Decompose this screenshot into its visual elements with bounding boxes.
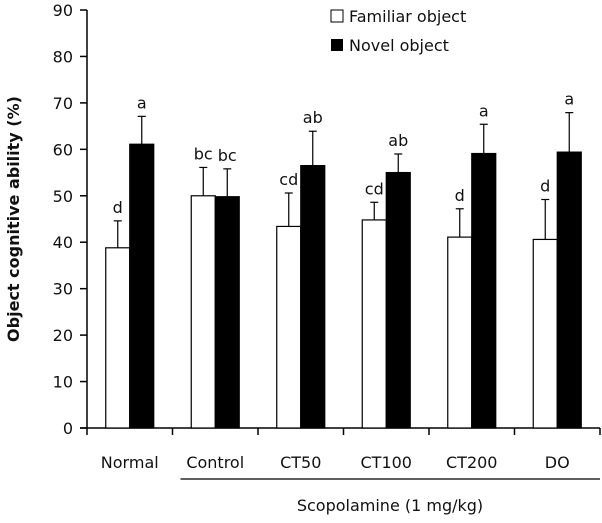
significance-label: ab [388, 131, 408, 150]
bar-familiar [361, 219, 387, 429]
significance-label: a [479, 101, 489, 120]
bar-familiar [276, 225, 302, 429]
y-tick-label: 10 [53, 373, 73, 392]
significance-label: bc [194, 144, 213, 163]
significance-label: a [137, 93, 147, 112]
y-tick-label: 70 [53, 94, 73, 113]
y-tick-label: 50 [53, 187, 73, 206]
y-axis-label: Object cognitive ability (%) [4, 96, 23, 342]
bar-novel [471, 152, 497, 429]
significance-label: cd [279, 170, 298, 189]
y-tick-label: 80 [53, 47, 73, 66]
legend-swatch-novel [331, 39, 343, 51]
bar-novel [214, 196, 240, 429]
legend-label-familiar: Familiar object [349, 7, 466, 26]
y-tick-label: 40 [53, 233, 73, 252]
x-tick-label: Control [186, 453, 244, 472]
x-tick-label: DO [545, 453, 570, 472]
y-tick-label: 20 [53, 326, 73, 345]
significance-label: a [564, 90, 574, 109]
significance-label: d [540, 176, 550, 195]
significance-label: cd [365, 179, 384, 198]
bar-novel [385, 171, 411, 429]
y-tick-label: 60 [53, 140, 73, 159]
legend-label-novel: Novel object [349, 36, 449, 55]
x-tick-label: CT50 [280, 453, 321, 472]
bar-familiar [447, 236, 473, 429]
x-tick-label: CT200 [446, 453, 497, 472]
legend: Familiar object Novel object [330, 7, 466, 55]
bar-novel [556, 151, 582, 429]
bar-novel [129, 143, 155, 429]
bar-familiar [105, 247, 131, 429]
y-tick-label: 30 [53, 280, 73, 299]
x-tick-label: CT100 [361, 453, 412, 472]
x-tick-label: Normal [101, 453, 159, 472]
bar-novel [300, 164, 326, 429]
significance-label: bc [218, 146, 237, 165]
bar-familiar [190, 195, 216, 429]
x-axis-label: Scopolamine (1 mg/kg) [297, 496, 483, 515]
bar-familiar [532, 238, 558, 429]
legend-swatch-familiar [330, 9, 344, 23]
significance-label: d [455, 186, 465, 205]
significance-label: ab [303, 108, 323, 127]
significance-label: d [113, 198, 123, 217]
y-tick-label: 0 [63, 419, 73, 438]
y-tick-label: 90 [53, 1, 73, 20]
